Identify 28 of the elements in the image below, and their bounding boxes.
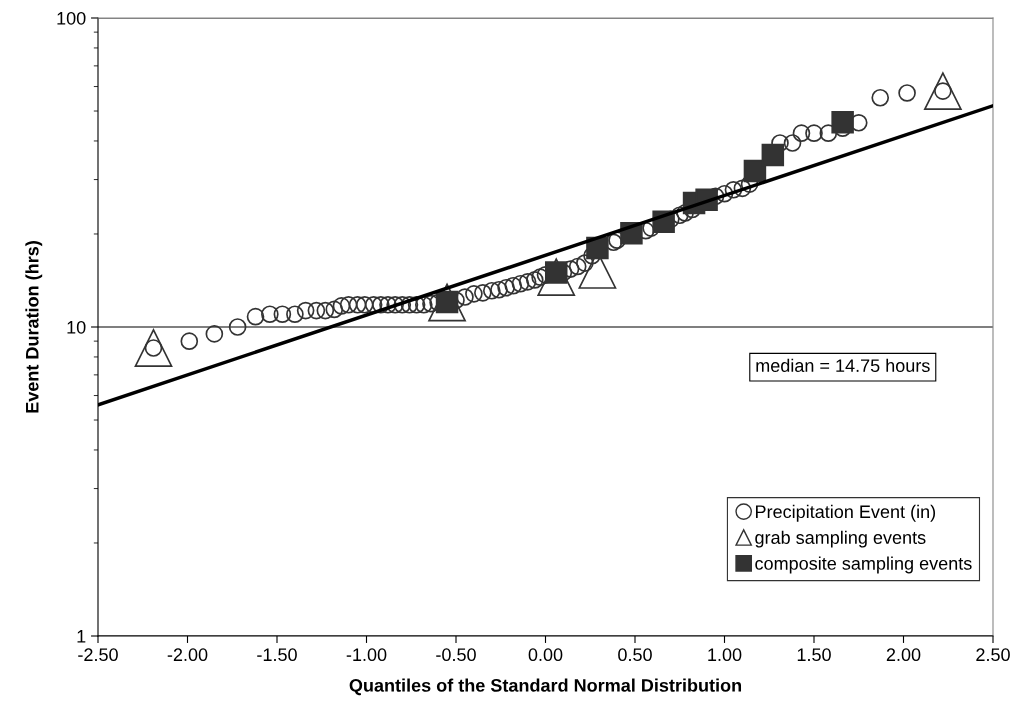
point [586, 236, 609, 260]
y-tick-label: 10 [67, 320, 86, 334]
y-axis-title: Event Duration (hrs) [25, 241, 43, 413]
y-tick-label: 100 [57, 11, 86, 25]
point [134, 329, 173, 367]
point [537, 258, 576, 297]
point [428, 283, 466, 322]
x-tick-label: 0.50 [618, 648, 652, 662]
legend-label: grab sampling events [755, 530, 926, 548]
x-tick-label: 0.00 [528, 648, 563, 662]
point [831, 110, 854, 134]
point [923, 72, 962, 110]
point [743, 159, 767, 183]
x-tick-label: -2.00 [167, 648, 208, 662]
x-axis-title: Quantiles of the Standard Normal Distribution [349, 678, 742, 696]
y-tick-label: 1 [77, 630, 86, 643]
x-tick-label: -2.50 [78, 648, 118, 662]
x-tick-label: 2.00 [886, 648, 921, 662]
x-tick-label: -0.50 [436, 648, 476, 662]
x-tick-label: -1.00 [346, 648, 387, 662]
legend-label: composite sampling events [755, 556, 972, 574]
x-tick-label: 1.50 [797, 648, 831, 662]
annotation: median = 14.75 hours [756, 358, 930, 373]
x-tick-label: -1.50 [257, 648, 297, 662]
point [761, 143, 785, 167]
legend-label: Precipitation Event (in) [755, 504, 936, 522]
x-tick-label: 2.50 [976, 648, 1010, 662]
x-tick-label: 1.00 [708, 648, 742, 662]
